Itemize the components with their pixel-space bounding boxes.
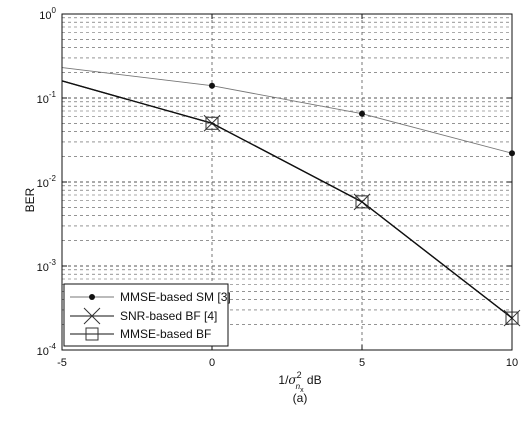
y-axis-label: BER — [23, 187, 37, 212]
legend-label: SNR-based BF [4] — [120, 309, 217, 323]
x-label-sub-x: x — [300, 387, 304, 394]
legend-dot-marker — [89, 294, 95, 300]
series-1 — [61, 67, 515, 157]
x-axis-label: 1/σ2 nx dB — [278, 370, 321, 394]
series-line — [61, 67, 513, 154]
x-label-sigma: σ — [288, 373, 297, 387]
y-tick-label: 10-4 — [37, 342, 57, 358]
x-tick-label: 5 — [359, 357, 365, 369]
series-line — [61, 80, 513, 319]
y-tick-label: 10-2 — [37, 174, 57, 190]
figure-caption: (a) — [293, 391, 308, 405]
legend-entry-mmse-sm: MMSE-based SM [3] — [70, 290, 231, 304]
data-point-dot — [209, 82, 215, 89]
legend-label: MMSE-based SM [3] — [120, 290, 231, 304]
legend-label: MMSE-based BF — [120, 327, 211, 341]
legend-entry-mmse-bf: MMSE-based BF — [70, 327, 211, 341]
x-tick-label: 0 — [209, 357, 215, 369]
x-label-prefix: 1/ — [278, 373, 289, 387]
x-label-sup: 2 — [297, 370, 302, 380]
legend-x-marker — [83, 307, 101, 325]
x-tick-label: 10 — [506, 357, 518, 369]
y-tick-label: 10-1 — [37, 90, 57, 106]
x-tick-label: -5 — [57, 357, 67, 369]
x-label-sub-n: n — [296, 382, 301, 391]
y-tick-label: 100 — [39, 6, 56, 22]
legend-square-marker — [85, 327, 99, 341]
data-point-square — [355, 195, 369, 209]
data-point-dot — [359, 110, 365, 117]
series-layer — [61, 67, 521, 327]
x-label-suffix: dB — [304, 373, 322, 387]
y-tick-label: 10-3 — [37, 258, 57, 274]
grid-lines — [61, 14, 513, 350]
data-point-square — [205, 116, 219, 130]
legend: MMSE-based SM [3] SNR-based BF [4] MMSE-… — [63, 283, 231, 347]
legend-entry-snr-bf: SNR-based BF [4] — [70, 307, 217, 325]
